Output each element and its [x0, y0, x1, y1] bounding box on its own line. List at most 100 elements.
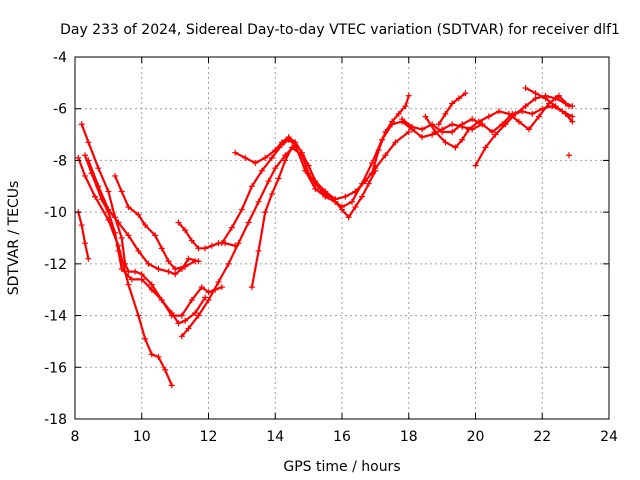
- data-point: [202, 245, 209, 252]
- data-point: [525, 126, 532, 133]
- series-line: [87, 159, 200, 276]
- data-point: [175, 320, 182, 327]
- data-point: [369, 170, 376, 177]
- data-point: [285, 136, 292, 143]
- data-point: [472, 162, 479, 169]
- data-point: [535, 113, 542, 120]
- series-arc-4: [82, 152, 209, 327]
- data-point: [192, 258, 199, 265]
- data-point: [195, 312, 202, 319]
- series-arc-7: [175, 219, 239, 252]
- data-point: [569, 113, 576, 120]
- data-point: [192, 309, 199, 316]
- data-point: [205, 289, 212, 296]
- x-tick-label: 18: [400, 429, 418, 445]
- data-point: [235, 240, 242, 247]
- data-point: [555, 92, 562, 99]
- data-point: [459, 121, 466, 128]
- data-point: [185, 325, 192, 332]
- data-point: [182, 263, 189, 270]
- data-point: [158, 297, 165, 304]
- data-point: [242, 154, 249, 161]
- data-point: [459, 136, 466, 143]
- data-point: [268, 191, 275, 198]
- data-point: [522, 103, 529, 110]
- data-point: [148, 281, 155, 288]
- data-point: [188, 237, 195, 244]
- data-point: [305, 162, 312, 169]
- data-point: [469, 116, 476, 123]
- data-point: [95, 165, 102, 172]
- data-point: [168, 309, 175, 316]
- y-tick-label: -14: [44, 309, 67, 325]
- data-point: [118, 188, 125, 195]
- data-point: [359, 180, 366, 187]
- data-point: [565, 152, 572, 159]
- data-point: [429, 131, 436, 138]
- data-point: [202, 294, 209, 301]
- data-point: [332, 198, 339, 205]
- data-point: [115, 219, 122, 226]
- series-arc-1: [75, 154, 175, 389]
- data-point: [515, 118, 522, 125]
- y-tick-label: -8: [53, 153, 67, 169]
- data-point: [282, 157, 289, 164]
- x-tick-label: 20: [467, 429, 485, 445]
- data-point: [455, 95, 462, 102]
- data-point: [288, 144, 295, 151]
- data-point: [215, 278, 222, 285]
- data-point: [275, 175, 282, 182]
- data-point: [82, 240, 89, 247]
- series-arc-16: [472, 92, 576, 169]
- series-arc-9: [248, 144, 379, 291]
- data-point: [95, 183, 102, 190]
- data-point: [339, 203, 345, 210]
- data-point: [178, 312, 185, 319]
- data-point: [78, 222, 85, 229]
- data-point: [292, 141, 299, 148]
- data-point: [322, 193, 329, 200]
- series-arc-6: [112, 172, 199, 273]
- data-point: [138, 271, 145, 278]
- x-tick-label: 16: [333, 429, 351, 445]
- data-point: [449, 100, 456, 107]
- data-point: [152, 232, 159, 239]
- data-point: [432, 128, 439, 135]
- data-point: [118, 266, 125, 273]
- data-point: [442, 110, 449, 117]
- data-point: [272, 165, 279, 172]
- data-point: [135, 247, 142, 254]
- data-point: [392, 139, 399, 146]
- data-point: [258, 167, 265, 174]
- series-arc-12: [369, 92, 412, 177]
- data-point: [172, 266, 179, 273]
- data-point: [422, 113, 429, 120]
- data-point: [85, 255, 92, 262]
- data-point: [82, 172, 89, 179]
- data-point: [78, 121, 85, 128]
- series-line: [83, 154, 207, 325]
- data-point: [298, 149, 305, 156]
- data-point: [165, 268, 172, 275]
- data-point: [569, 118, 576, 125]
- data-point: [502, 121, 509, 128]
- data-point: [142, 222, 149, 229]
- data-point: [175, 219, 182, 226]
- x-tick-label: 22: [533, 429, 551, 445]
- series-line: [250, 146, 377, 289]
- data-point: [342, 193, 349, 200]
- data-point: [532, 90, 539, 97]
- data-point: [562, 100, 569, 107]
- data-point: [278, 141, 285, 148]
- data-point: [178, 333, 185, 340]
- grid-layer: [75, 57, 609, 419]
- data-point: [562, 110, 569, 117]
- series-arc-15: [435, 90, 469, 128]
- data-point: [172, 271, 179, 278]
- data-point: [142, 335, 149, 342]
- data-point: [449, 121, 456, 128]
- data-point: [482, 144, 489, 151]
- data-point: [82, 152, 89, 159]
- data-point: [148, 351, 155, 358]
- data-point: [485, 113, 492, 120]
